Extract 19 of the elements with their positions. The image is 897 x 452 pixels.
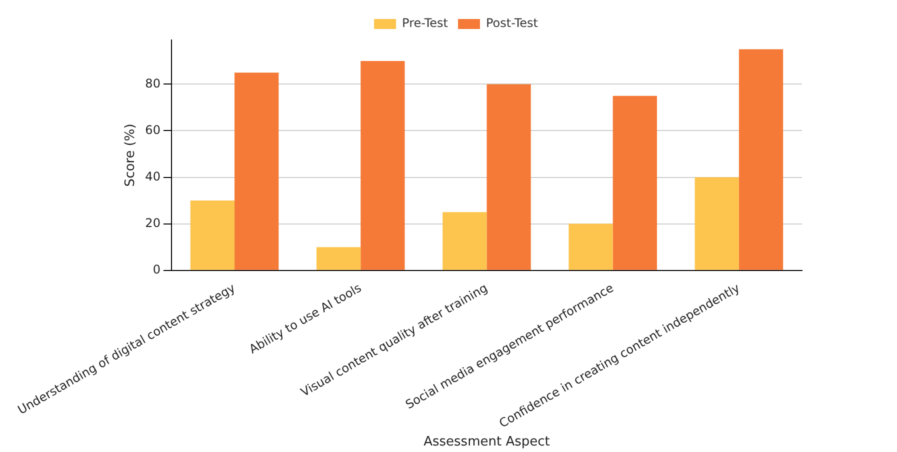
legend-label: Post-Test	[486, 16, 538, 30]
bar	[612, 96, 657, 270]
bar	[316, 247, 361, 270]
bar	[442, 212, 487, 270]
y-tick-label: 0	[152, 262, 160, 276]
y-tick-label: 40	[145, 169, 160, 184]
bar	[694, 177, 739, 270]
y-axis-title: Score (%)	[122, 124, 138, 187]
bar	[234, 72, 279, 270]
bar	[738, 49, 784, 270]
x-axis-title: Assessment Aspect	[424, 434, 550, 450]
legend-label: Pre-Test	[402, 16, 448, 30]
y-tick-label: 80	[145, 76, 160, 90]
bar	[486, 84, 531, 270]
bar	[360, 60, 405, 270]
bar	[568, 224, 613, 270]
y-tick-label: 60	[145, 122, 160, 137]
bar	[190, 200, 235, 270]
y-tick-label: 20	[145, 216, 160, 230]
